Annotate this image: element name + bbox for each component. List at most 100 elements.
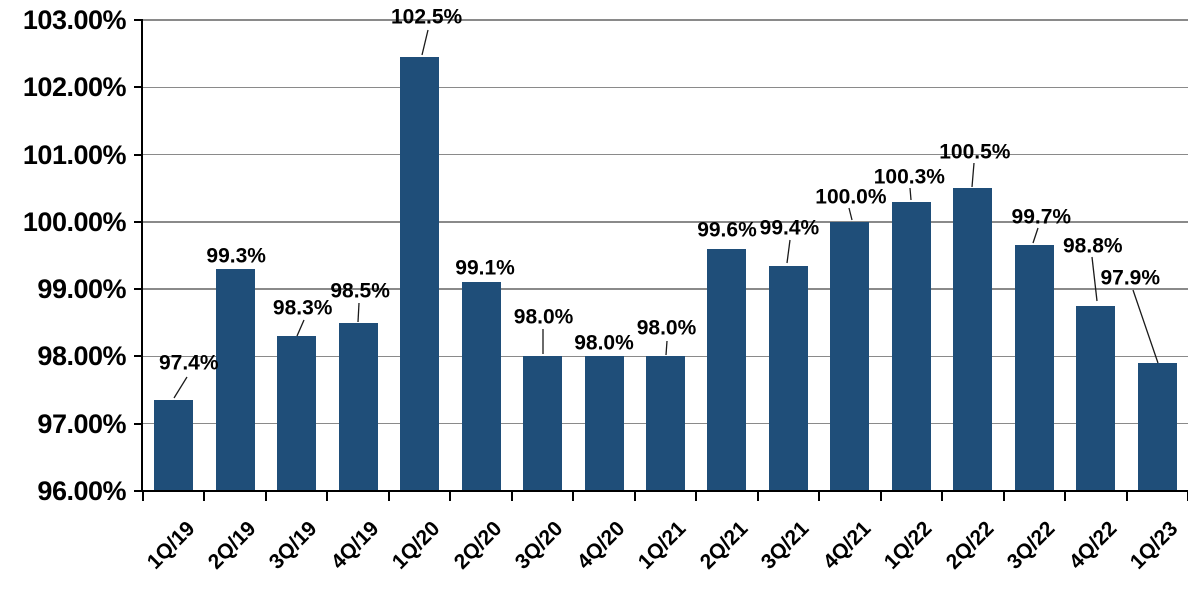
y-axis-tick (134, 86, 143, 89)
bar-label: 99.6% (697, 218, 757, 242)
leader-line (786, 239, 791, 264)
bar (1137, 363, 1177, 490)
bar (646, 356, 685, 490)
x-tick-label: 1Q/20 (388, 517, 445, 574)
x-axis-tick (142, 492, 144, 501)
x-axis-tick (326, 492, 329, 501)
x-tick-label: 2Q/20 (449, 517, 507, 574)
bar (461, 282, 501, 490)
bar (215, 268, 255, 490)
leader-line (1091, 256, 1098, 302)
y-axis-tick (134, 220, 143, 223)
bar-label: 98.3% (272, 296, 333, 320)
x-axis-tick (818, 492, 821, 501)
x-axis-tick (756, 492, 759, 501)
bar (277, 336, 317, 490)
leader-line (1132, 289, 1159, 364)
y-tick-label: 99.00% (37, 274, 126, 305)
bar (584, 356, 624, 490)
gridline (143, 86, 1188, 88)
leader-line (296, 319, 305, 337)
x-axis-tick (695, 492, 698, 501)
x-tick-label: 1Q/21 (634, 517, 691, 574)
leader-line (665, 340, 668, 356)
bar-label: 99.4% (759, 216, 820, 240)
y-tick-label: 102.00% (22, 72, 127, 103)
x-axis-tick (572, 492, 575, 501)
x-axis-tick (449, 492, 452, 501)
bar (1076, 305, 1116, 490)
gridline (143, 355, 1188, 358)
x-axis-tick (1064, 492, 1067, 501)
y-axis-tick (134, 355, 143, 358)
x-tick-label: 2Q/22 (941, 517, 999, 574)
leader-line (357, 302, 360, 323)
x-tick-label: 2Q/19 (203, 517, 261, 574)
x-tick-label: 2Q/21 (695, 517, 753, 574)
bar (400, 57, 440, 490)
leader-line (848, 207, 853, 221)
x-axis-tick (203, 492, 206, 501)
bar-label: 100.5% (939, 140, 1011, 164)
bar-label: 98.0% (574, 331, 634, 355)
x-axis-tick (633, 492, 636, 501)
x-tick-label: 4Q/21 (818, 517, 876, 574)
y-axis-tick (134, 288, 143, 291)
bar (1014, 245, 1054, 490)
bar (768, 265, 808, 490)
gridline (143, 221, 1188, 223)
x-tick-label: 4Q/20 (572, 517, 630, 574)
x-tick-label: 4Q/22 (1064, 517, 1122, 574)
x-tick-label: 3Q/22 (1002, 517, 1060, 574)
bar-label: 99.1% (455, 256, 515, 280)
x-axis (134, 490, 1188, 492)
y-axis (141, 20, 143, 492)
x-axis-tick (1002, 492, 1005, 501)
x-axis-tick (941, 492, 944, 501)
leader-line (421, 29, 429, 56)
bar (953, 188, 993, 490)
bar-label: 102.5% (390, 5, 463, 29)
y-tick-label: 103.00% (22, 5, 127, 35)
gridline (143, 153, 1188, 156)
bar-label: 97.9% (1100, 266, 1161, 290)
x-tick-label: 1Q/23 (1125, 517, 1183, 574)
bar (891, 201, 931, 490)
bar-label: 98.0% (636, 316, 697, 340)
bar-label: 98.8% (1063, 234, 1123, 258)
y-tick-label: 101.00% (22, 139, 127, 170)
bar-label: 100.0% (815, 185, 887, 209)
y-tick-label: 97.00% (37, 408, 126, 439)
x-axis-tick (1125, 492, 1128, 501)
leader-line (909, 187, 912, 201)
gridline (143, 19, 1188, 21)
gridline (143, 288, 1188, 290)
bar (154, 400, 194, 490)
bar-label: 98.0% (513, 305, 574, 329)
bar (830, 221, 870, 490)
bar (707, 248, 747, 490)
x-tick-label: 4Q/19 (326, 517, 384, 574)
x-tick-label: 1Q/22 (879, 517, 937, 574)
bar-label: 97.4% (158, 351, 219, 375)
leader-line (971, 162, 975, 188)
bar-label: 98.5% (330, 279, 390, 303)
bar (338, 322, 378, 490)
leader-line (1032, 227, 1039, 244)
y-tick-label: 100.00% (22, 206, 127, 237)
x-axis-tick (387, 492, 390, 501)
x-tick-label: 1Q/19 (142, 517, 200, 574)
bar-label: 99.7% (1011, 205, 1072, 229)
y-axis-tick (134, 422, 143, 425)
y-axis-tick (134, 153, 143, 156)
x-tick-label: 3Q/19 (265, 517, 322, 574)
y-axis-tick (134, 19, 143, 21)
x-axis-tick (264, 492, 267, 501)
x-axis-tick (879, 492, 882, 501)
x-axis-tick (510, 492, 513, 501)
leader-line (173, 376, 188, 399)
bar-label: 100.3% (873, 165, 945, 189)
x-tick-label: 3Q/20 (511, 517, 568, 574)
x-tick-label: 3Q/21 (756, 517, 814, 574)
